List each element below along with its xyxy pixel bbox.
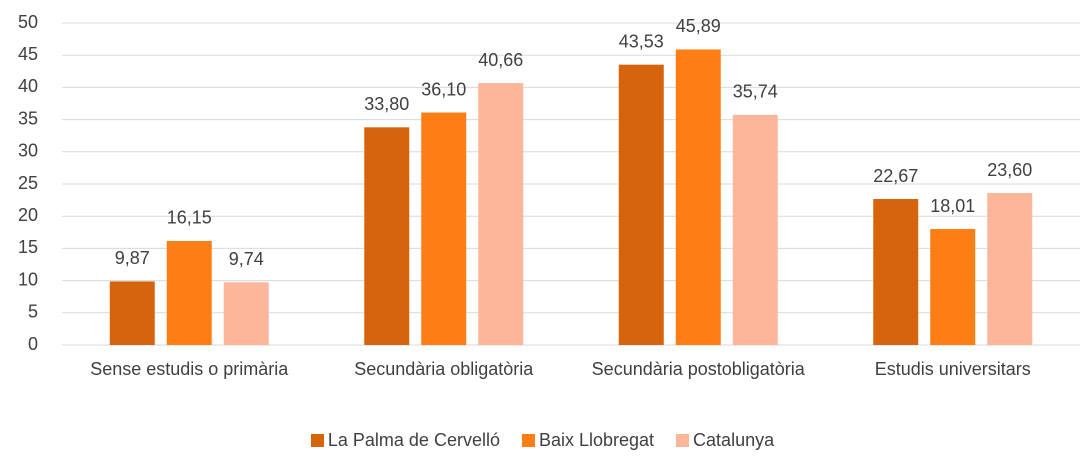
legend-swatch [521, 434, 535, 447]
bar [930, 229, 976, 345]
legend-swatch [676, 434, 690, 447]
x-tick-label: Secundària postobligatòria [591, 359, 805, 379]
data-label: 45,89 [676, 16, 721, 36]
legend-label: Baix Llobregat [538, 430, 655, 450]
legend-item: La Palma de Cervelló [310, 430, 500, 451]
y-tick-label: 45 [18, 44, 38, 64]
bar [109, 281, 155, 345]
data-label: 36,10 [421, 79, 466, 99]
legend: La Palma de Cervelló Baix Llobregat Catalu… [0, 430, 1085, 451]
legend-label: Catalunya [693, 430, 775, 450]
data-label: 9,74 [229, 249, 264, 269]
legend-label: La Palma de Cervelló [327, 430, 500, 450]
data-label: 35,74 [733, 82, 778, 102]
data-label: 33,80 [364, 94, 409, 114]
x-tick-label: Estudis universitars [874, 359, 1031, 379]
data-label: 22,67 [873, 166, 918, 186]
bar [675, 49, 721, 346]
bar [166, 240, 212, 345]
y-tick-label: 30 [18, 141, 38, 161]
y-tick-label: 40 [18, 76, 38, 96]
bar [873, 199, 919, 345]
y-tick-label: 25 [18, 173, 38, 193]
bar [478, 83, 524, 345]
data-label: 23,60 [987, 160, 1032, 180]
y-tick-label: 5 [28, 302, 38, 322]
x-tick-label: Sense estudis o primària [90, 359, 289, 379]
data-label: 43,53 [619, 31, 664, 51]
y-tick-label: 0 [28, 334, 38, 354]
data-label: 40,66 [478, 50, 523, 70]
legend-item: Catalunya [676, 430, 774, 451]
y-tick-label: 10 [18, 269, 38, 289]
data-label: 18,01 [930, 196, 975, 216]
bar [618, 64, 664, 345]
y-tick-label: 20 [18, 205, 38, 225]
y-tick-label: 35 [18, 108, 38, 128]
y-tick-label: 50 [18, 12, 38, 32]
x-tick-label: Secundària obligatòria [354, 359, 534, 379]
bar [732, 114, 778, 345]
bar [223, 282, 269, 345]
bar [987, 193, 1033, 345]
y-tick-label: 15 [18, 237, 38, 257]
legend-swatch [310, 434, 324, 447]
data-label: 9,87 [115, 248, 150, 268]
legend-item: Baix Llobregat [521, 430, 655, 451]
data-label: 16,15 [167, 208, 212, 228]
bar [421, 112, 467, 346]
bar [364, 127, 410, 345]
